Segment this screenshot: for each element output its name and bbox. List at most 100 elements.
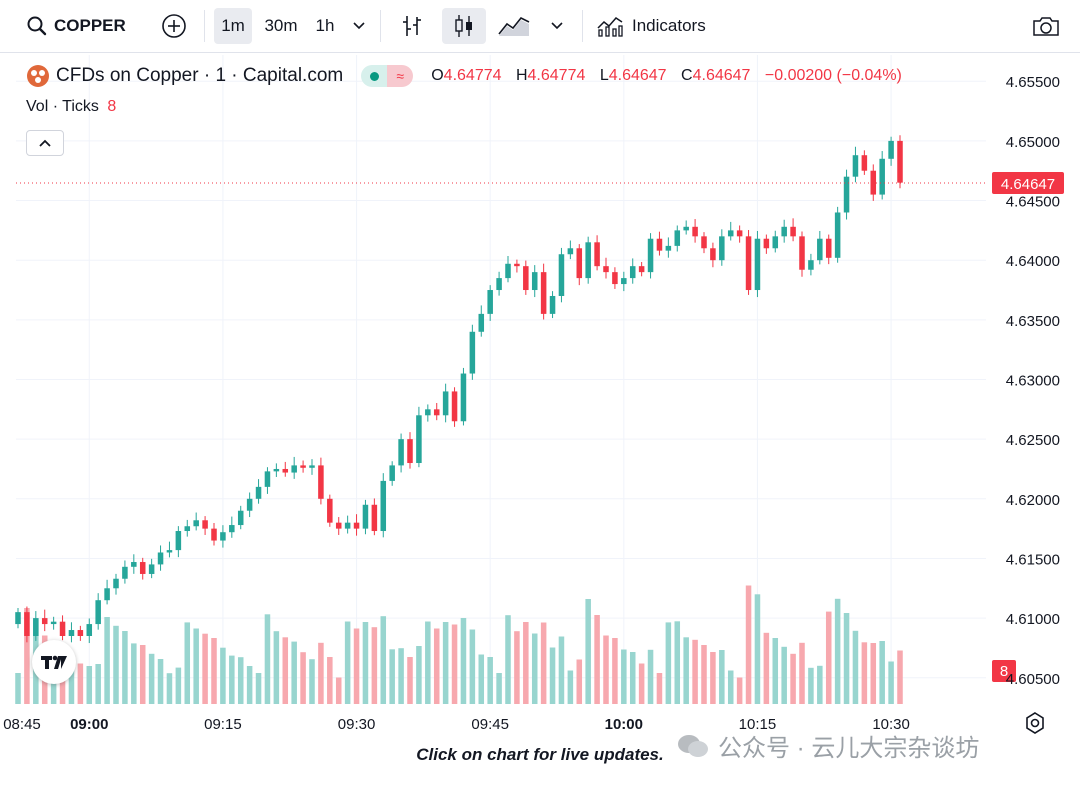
- volume-bar: [24, 608, 30, 704]
- candle-body: [469, 331, 476, 374]
- volume-bar: [531, 633, 538, 704]
- chart-type-dropdown-button[interactable]: [544, 8, 570, 44]
- screenshot-button[interactable]: [1026, 8, 1066, 44]
- candle-body: [727, 230, 734, 237]
- series-title: CFDs on Copper · 1 · Capital.com: [56, 65, 344, 86]
- y-tick-label: 4.62000: [1006, 492, 1060, 509]
- volume-bar: [478, 654, 485, 704]
- toolbar-divider: [204, 10, 205, 42]
- volume-bar: [433, 628, 440, 704]
- candle-body: [15, 612, 21, 625]
- candle-body: [549, 295, 556, 314]
- volume-bar: [220, 647, 226, 704]
- symbol-search-button[interactable]: COPPER: [26, 8, 136, 44]
- change-value: −0.00200 (−0.04%): [764, 67, 902, 84]
- volume-bar: [229, 655, 235, 704]
- candle-body: [656, 238, 663, 251]
- y-tick-label: 4.63500: [1006, 313, 1060, 330]
- candle-body: [531, 272, 538, 291]
- candle-body: [523, 266, 529, 291]
- y-tick-label: 4.62500: [1006, 432, 1060, 449]
- y-tick-label: 4.65000: [1006, 134, 1060, 151]
- volume-bar: [647, 649, 654, 704]
- interval-1h-button[interactable]: 1h: [315, 16, 335, 35]
- candle-body: [558, 254, 565, 296]
- candle-body: [638, 266, 645, 273]
- last-price-line: 4.64647 8: [16, 172, 1064, 682]
- candle-body: [353, 522, 360, 529]
- candle-body: [122, 566, 128, 579]
- volume-legend-label: Vol · Ticks: [26, 98, 99, 115]
- candle-body: [246, 498, 253, 511]
- candle-body: [799, 236, 805, 270]
- volume-bar: [825, 611, 832, 704]
- candle-body: [50, 621, 57, 625]
- volume-bar: [763, 632, 770, 704]
- compare-button[interactable]: [156, 8, 192, 44]
- candle-body: [888, 140, 894, 159]
- indicators-button[interactable]: Indicators: [596, 8, 726, 44]
- candle-body: [505, 263, 511, 279]
- candle-body: [77, 630, 84, 636]
- interval-1m-button[interactable]: 1m: [214, 8, 252, 44]
- candle-body: [790, 226, 796, 237]
- volume-bar: [184, 622, 191, 704]
- candle-body: [647, 238, 654, 273]
- candle-body: [585, 242, 591, 279]
- candle-body: [148, 564, 155, 574]
- tradingview-logo[interactable]: [32, 640, 76, 684]
- volume-bar: [193, 628, 199, 704]
- candle-body: [594, 242, 600, 267]
- x-tick-label: 08:45: [3, 716, 41, 733]
- interval-dropdown-button[interactable]: [346, 8, 372, 44]
- chart-settings-button[interactable]: [1022, 710, 1048, 736]
- candle-body: [362, 504, 369, 529]
- candle-body: [282, 468, 289, 473]
- x-tick-label: 09:15: [204, 716, 242, 733]
- candle-body: [514, 263, 520, 267]
- volume-bar: [674, 621, 681, 704]
- volume-bar: [389, 649, 395, 704]
- volume-bar: [291, 641, 297, 704]
- candle-body: [220, 532, 226, 541]
- y-tick-label: 4.61500: [1006, 551, 1060, 568]
- bar-style-button[interactable]: [394, 8, 430, 44]
- candle-body: [407, 439, 413, 464]
- gear-icon: [1026, 712, 1044, 734]
- x-tick-label: 10:00: [605, 716, 643, 733]
- symbol-label: COPPER: [54, 16, 126, 35]
- volume-bar: [612, 638, 618, 704]
- candles-icon: [455, 15, 472, 37]
- candles-style-button[interactable]: [442, 8, 486, 44]
- candle-body: [879, 158, 885, 195]
- candle-body: [745, 236, 752, 291]
- candle-body: [193, 520, 199, 527]
- candle-body: [478, 313, 485, 332]
- candle-body: [229, 525, 235, 533]
- volume-bar: [202, 633, 208, 704]
- ohlc-values: O4.64774 H4.64774 L4.64647 C4.64647 −0.0…: [421, 67, 902, 85]
- approx-icon: ≈: [387, 65, 414, 87]
- candle-body: [389, 465, 395, 481]
- live-updates-hint[interactable]: Click on chart for live updates.: [416, 745, 664, 764]
- volume-bar: [603, 635, 609, 704]
- market-open-icon: [361, 65, 388, 87]
- camera-icon: [1033, 17, 1059, 36]
- area-style-button[interactable]: [494, 8, 534, 44]
- x-tick-label: 10:30: [872, 716, 910, 733]
- wechat-icon: [678, 734, 708, 757]
- candle-body: [104, 588, 110, 601]
- volume-bar: [469, 629, 476, 704]
- collapse-legend-button[interactable]: [26, 130, 64, 156]
- y-tick-label: 4.64500: [1006, 194, 1060, 211]
- candle-body: [202, 520, 208, 529]
- market-status-badge[interactable]: ≈: [361, 65, 414, 87]
- interval-30m-button[interactable]: 30m: [264, 16, 298, 35]
- volume-bar: [638, 663, 645, 704]
- volume-bar: [77, 663, 84, 704]
- candle-body: [41, 618, 48, 625]
- indicators-icon: [597, 17, 623, 37]
- candle-body: [701, 236, 707, 249]
- volume-bar: [683, 637, 689, 704]
